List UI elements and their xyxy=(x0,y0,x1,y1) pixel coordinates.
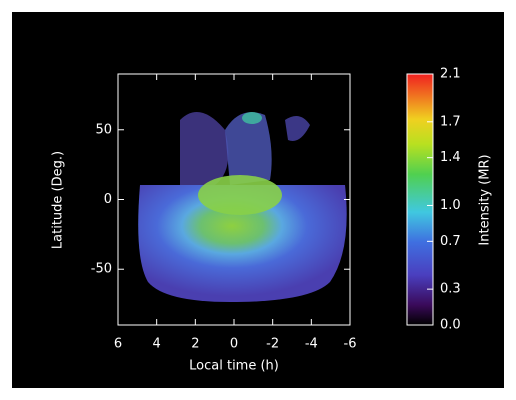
colorbar-tick-label: 1.7 xyxy=(440,114,461,129)
x-tick-label: -6 xyxy=(344,337,357,352)
x-tick-label: 6 xyxy=(114,337,122,352)
x-axis-label: Local time (h) xyxy=(189,359,279,374)
intensity-image xyxy=(138,112,347,302)
x-tick-label: 4 xyxy=(153,337,161,352)
y-axis-label: Latitude (Deg.) xyxy=(51,151,66,249)
x-tick-label: 0 xyxy=(230,337,238,352)
colorbar-tick-label: 0.3 xyxy=(440,282,461,297)
colorbar xyxy=(406,73,434,326)
y-tick-label: 0 xyxy=(104,192,112,207)
x-tick-label: 2 xyxy=(191,337,199,352)
colorbar-label: Intensity (MR) xyxy=(478,154,493,245)
colorbar-tick-label: 0.7 xyxy=(440,234,461,249)
colorbar-tick-label: 1.4 xyxy=(440,150,461,165)
colorbar-tick-label: 1.0 xyxy=(440,198,461,213)
y-tick-label: -50 xyxy=(91,262,112,277)
colorbar-tick-label: 2.1 xyxy=(440,67,461,82)
colorbar-tick-label: 0.0 xyxy=(440,318,461,333)
x-tick-label: -2 xyxy=(266,337,279,352)
y-tick-label: 50 xyxy=(95,122,112,137)
x-tick-label: -4 xyxy=(305,337,318,352)
